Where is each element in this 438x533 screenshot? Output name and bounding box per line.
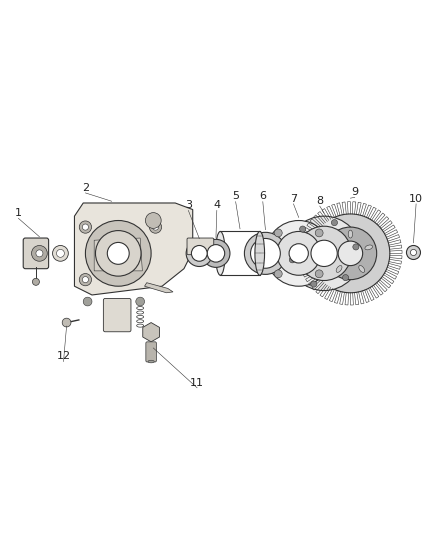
Text: 10: 10: [409, 193, 423, 204]
Circle shape: [300, 226, 306, 232]
Circle shape: [207, 245, 225, 262]
Circle shape: [287, 216, 361, 290]
Ellipse shape: [148, 360, 154, 363]
Circle shape: [152, 224, 159, 230]
Circle shape: [53, 246, 68, 261]
Circle shape: [32, 246, 47, 261]
Ellipse shape: [359, 265, 365, 272]
Circle shape: [311, 240, 337, 266]
Text: 8: 8: [316, 196, 323, 206]
Circle shape: [244, 232, 286, 274]
Circle shape: [85, 221, 151, 286]
Circle shape: [410, 249, 417, 255]
Circle shape: [338, 241, 363, 265]
Text: 6: 6: [259, 191, 266, 201]
Text: 1: 1: [15, 208, 22, 218]
Circle shape: [406, 246, 420, 260]
Circle shape: [82, 224, 88, 230]
Ellipse shape: [328, 245, 336, 250]
Text: 4: 4: [213, 200, 220, 210]
Text: 3: 3: [185, 200, 192, 210]
Circle shape: [277, 231, 321, 275]
Circle shape: [191, 246, 207, 261]
Circle shape: [36, 250, 43, 257]
Circle shape: [274, 229, 282, 237]
Circle shape: [202, 239, 230, 268]
Circle shape: [315, 229, 323, 237]
Ellipse shape: [336, 265, 342, 272]
Circle shape: [274, 270, 282, 278]
Circle shape: [79, 273, 92, 286]
Circle shape: [332, 220, 338, 225]
Text: 5: 5: [232, 191, 239, 201]
Circle shape: [82, 277, 88, 282]
Ellipse shape: [348, 230, 353, 238]
Circle shape: [289, 244, 308, 263]
Circle shape: [57, 249, 64, 257]
Text: 9: 9: [351, 187, 358, 197]
Ellipse shape: [215, 231, 225, 275]
Circle shape: [107, 243, 129, 264]
Text: 12: 12: [57, 351, 71, 361]
FancyBboxPatch shape: [146, 342, 156, 362]
Polygon shape: [145, 282, 173, 293]
Text: 2: 2: [82, 183, 89, 192]
Circle shape: [145, 213, 161, 229]
Circle shape: [62, 318, 71, 327]
Circle shape: [266, 221, 332, 286]
Text: 7: 7: [290, 193, 297, 204]
Circle shape: [324, 227, 377, 280]
Circle shape: [136, 297, 145, 306]
Circle shape: [83, 297, 92, 306]
Circle shape: [353, 244, 359, 250]
FancyBboxPatch shape: [187, 238, 214, 255]
Circle shape: [149, 221, 162, 233]
FancyBboxPatch shape: [23, 238, 49, 269]
Circle shape: [297, 226, 351, 280]
Circle shape: [315, 270, 323, 278]
Circle shape: [186, 240, 212, 266]
Circle shape: [251, 238, 280, 268]
Circle shape: [32, 278, 39, 285]
Polygon shape: [74, 203, 193, 295]
Circle shape: [311, 214, 390, 293]
Circle shape: [289, 257, 295, 263]
Polygon shape: [94, 238, 142, 271]
Circle shape: [95, 231, 141, 276]
Text: 11: 11: [190, 377, 204, 387]
Ellipse shape: [365, 245, 373, 250]
Polygon shape: [143, 322, 159, 342]
Circle shape: [311, 281, 317, 287]
Circle shape: [79, 221, 92, 233]
FancyBboxPatch shape: [103, 298, 131, 332]
Circle shape: [343, 274, 349, 281]
Ellipse shape: [255, 231, 265, 275]
